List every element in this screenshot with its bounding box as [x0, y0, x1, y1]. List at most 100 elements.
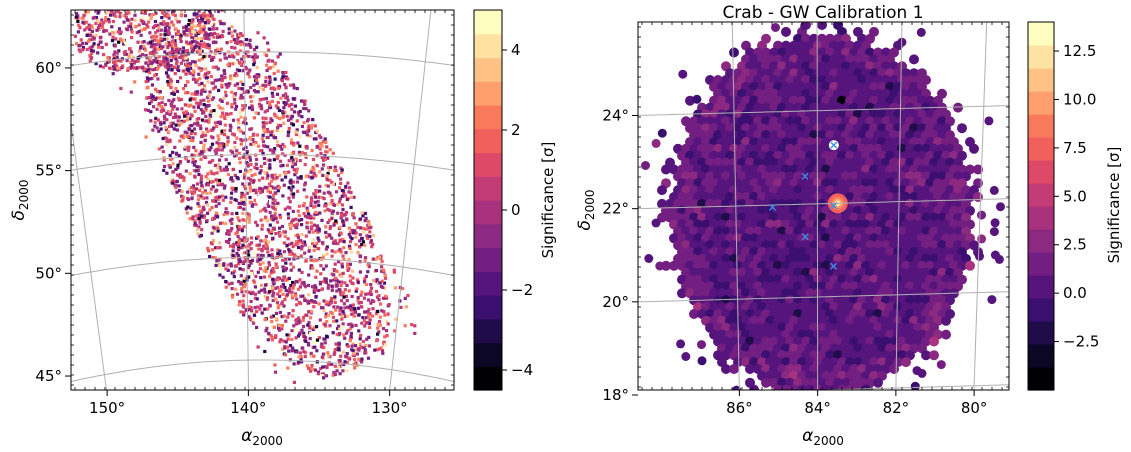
left-heatmap-cell: [247, 315, 251, 319]
left-heatmap-cell: [199, 157, 203, 161]
left-heatmap-cell: [358, 270, 362, 274]
left-heatmap-cell: [333, 297, 337, 301]
left-heatmap-cell: [318, 184, 322, 188]
left-heatmap-cell: [284, 257, 288, 261]
left-heatmap-cell: [148, 0, 151, 1]
left-heatmap-cell: [248, 200, 252, 204]
left-heatmap-cell: [143, 48, 148, 52]
left-heatmap-cell: [150, 35, 154, 39]
left-heatmap-cell: [315, 144, 319, 149]
left-heatmap-cell: [268, 182, 272, 186]
left-heatmap-cell: [369, 239, 374, 243]
left-heatmap-cell: [386, 322, 390, 326]
left-heatmap-cell: [328, 301, 332, 305]
left-heatmap-cell: [286, 130, 290, 134]
left-heatmap-cell: [183, 114, 187, 118]
left-heatmap-cell: [176, 166, 180, 170]
left-heatmap-cell: [330, 288, 334, 292]
left-heatmap-cell: [81, 20, 85, 24]
left-heatmap-cell: [148, 77, 152, 81]
left-heatmap-cell: [303, 351, 308, 355]
left-heatmap-cell: [302, 99, 306, 104]
left-heatmap-cell: [210, 58, 214, 62]
left-heatmap-cell: [315, 338, 320, 342]
left-heatmap-cell: [242, 251, 246, 255]
left-heatmap-cell: [237, 303, 241, 307]
left-heatmap-cell: [262, 36, 266, 40]
left-heatmap-cell: [195, 165, 199, 169]
left-heatmap-cell: [132, 24, 136, 28]
left-heatmap-cell: [119, 0, 122, 3]
left-heatmap-cell: [392, 270, 396, 274]
left-heatmap-cell: [259, 239, 263, 243]
left-heatmap-cell: [252, 140, 256, 144]
left-heatmap-cell: [241, 261, 245, 265]
left-heatmap-cell: [100, 45, 104, 50]
left-heatmap-cell: [339, 177, 343, 181]
left-heatmap-cell: [236, 234, 240, 239]
left-heatmap-cell: [242, 236, 246, 240]
left-heatmap-cell: [170, 10, 175, 14]
left-heatmap-cell: [278, 213, 282, 217]
left-heatmap-cell: [195, 101, 199, 105]
left-heatmap-cell: [119, 6, 122, 9]
left-heatmap-cell: [235, 73, 239, 78]
left-heatmap-cell: [216, 134, 220, 138]
left-heatmap-cell: [163, 2, 166, 5]
left-heatmap-cell: [352, 216, 356, 220]
left-heatmap-cell: [290, 290, 294, 294]
left-heatmap-cell: [150, 83, 154, 87]
left-heatmap-cell: [74, 42, 79, 46]
left-heatmap-cell: [363, 324, 367, 328]
left-heatmap-cell: [188, 127, 192, 132]
left-heatmap-cell: [254, 274, 258, 278]
left-heatmap-cell: [89, 48, 93, 52]
left-heatmap-cell: [403, 296, 407, 300]
left-heatmap-cell: [227, 162, 231, 166]
left-heatmap-cell: [297, 113, 301, 117]
left-heatmap-cell: [242, 176, 246, 180]
left-heatmap-cell: [301, 130, 305, 134]
left-heatmap-cell: [249, 85, 253, 90]
left-heatmap-cell: [200, 183, 204, 188]
left-heatmap-cell: [247, 54, 251, 58]
left-heatmap-cell: [291, 280, 295, 285]
left-heatmap-cell: [217, 241, 222, 245]
left-heatmap-cell: [212, 126, 216, 130]
left-heatmap-cell: [176, 173, 180, 177]
left-heatmap-cell: [124, 5, 127, 8]
left-heatmap-cell: [245, 90, 249, 94]
left-heatmap-cell: [196, 194, 200, 198]
left-heatmap-cell: [169, 86, 173, 90]
left-heatmap-cell: [263, 246, 267, 250]
left-heatmap-cell: [367, 307, 371, 311]
left-heatmap-cell: [336, 305, 340, 309]
left-heatmap-cell: [353, 366, 357, 370]
left-heatmap-cell: [235, 241, 239, 245]
left-heatmap-cell: [247, 176, 251, 180]
left-heatmap-cell: [263, 307, 267, 311]
left-heatmap-cell: [326, 184, 330, 188]
left-heatmap-cell: [157, 147, 161, 151]
left-heatmap-cell: [236, 216, 240, 220]
left-heatmap-cell: [335, 332, 339, 336]
left-heatmap-cell: [133, 18, 137, 22]
left-heatmap-cell: [284, 172, 288, 176]
left-heatmap-cell: [301, 318, 305, 323]
left-heatmap-cell: [325, 300, 329, 304]
left-heatmap-cell: [180, 189, 184, 193]
left-heatmap-cell: [250, 204, 254, 208]
left-heatmap-cell: [367, 321, 371, 326]
left-heatmap-cell: [171, 46, 175, 51]
left-heatmap-cell: [234, 40, 238, 44]
left-heatmap-cell: [268, 103, 272, 107]
left-heatmap-cell: [141, 20, 145, 24]
left-heatmap-cell: [84, 10, 89, 14]
left-heatmap-cell: [256, 90, 260, 94]
left-heatmap-cell: [261, 83, 265, 87]
left-heatmap-cell: [197, 165, 201, 169]
left-heatmap-cell: [335, 278, 339, 282]
left-heatmap-cell: [120, 39, 124, 43]
left-heatmap-cell: [226, 268, 230, 272]
left-heatmap-cell: [133, 6, 136, 9]
